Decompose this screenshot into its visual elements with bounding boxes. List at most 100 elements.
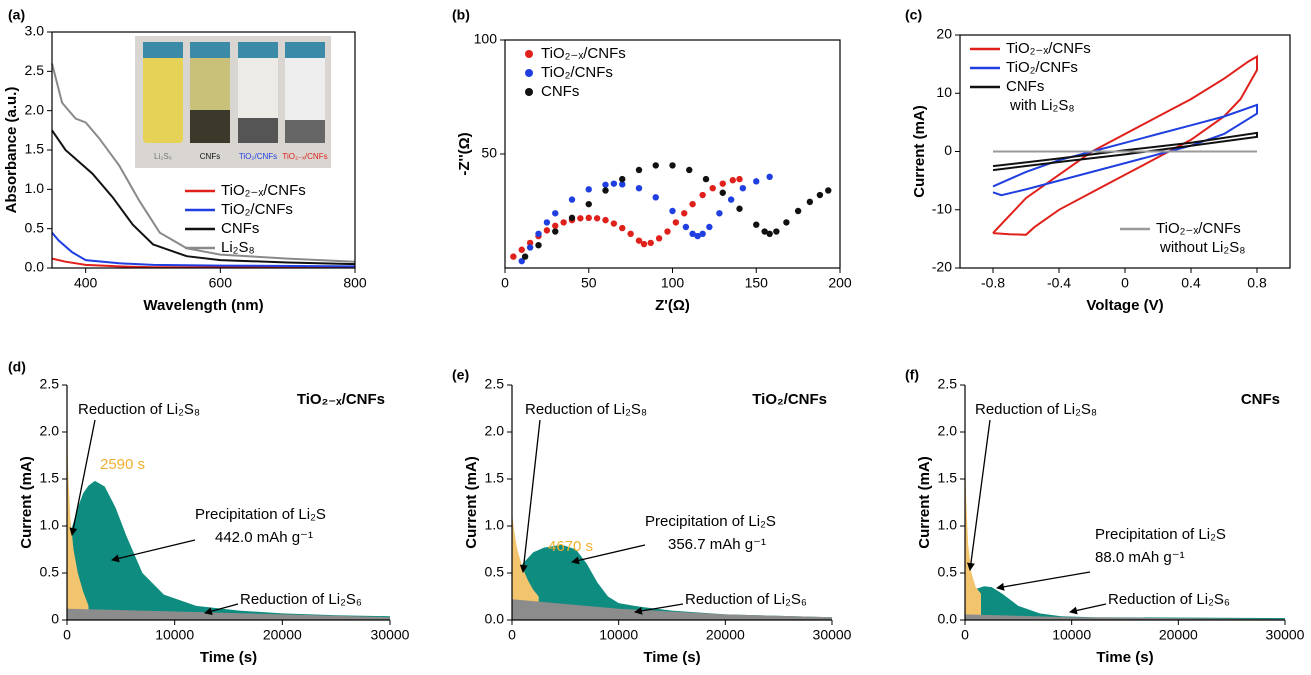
legend-swatch — [525, 88, 533, 96]
point — [709, 185, 716, 192]
point — [635, 237, 643, 244]
x-tick-label: 30000 — [371, 627, 410, 643]
x-tick-label: 30000 — [1266, 627, 1305, 643]
point — [635, 166, 643, 174]
point — [664, 228, 671, 235]
y-tick-label: 0.5 — [25, 219, 45, 235]
annotation: Reduction of Li₂S₆ — [685, 591, 807, 608]
x-tick-label: 0 — [508, 627, 516, 643]
inset-label: Li₂S₆ — [154, 152, 172, 161]
point — [727, 196, 735, 203]
point — [602, 187, 609, 194]
legend-label: TiO₂/CNFs — [1006, 59, 1078, 76]
y-tick-label: 0 — [51, 611, 59, 627]
legend-label: CNFs — [541, 83, 579, 100]
axes — [964, 385, 1285, 621]
x-axis-label: Z'(Ω) — [655, 297, 690, 314]
vial — [143, 55, 183, 143]
annotation: Reduction of Li₂S₆ — [240, 591, 362, 608]
y-tick-label: 2.0 — [485, 423, 505, 439]
point — [619, 181, 626, 188]
plot-frame — [959, 34, 1291, 269]
point — [702, 175, 710, 183]
x-tick-label: 20000 — [1159, 627, 1198, 643]
x-axis-label: Time (s) — [643, 649, 700, 666]
point — [766, 173, 773, 180]
line — [51, 231, 356, 268]
line — [51, 129, 356, 266]
point — [753, 221, 760, 228]
point — [736, 175, 743, 183]
x-tick-label: 50 — [581, 275, 597, 291]
point — [686, 166, 693, 174]
vial-cap — [143, 42, 183, 58]
annotation: Reduction of Li₂S₈ — [525, 401, 647, 418]
point — [627, 230, 634, 237]
arrow — [966, 419, 991, 571]
y-tick-label: 0.0 — [938, 611, 958, 627]
vial-sediment — [190, 110, 230, 143]
y-tick-label: 1.5 — [938, 470, 958, 486]
point — [535, 242, 542, 249]
y-tick-label: 1.5 — [40, 470, 60, 486]
y-axis-label: Current (mA) — [911, 105, 928, 198]
x-tick-label: 10000 — [599, 627, 638, 643]
area — [67, 608, 390, 620]
y-tick-label: 1.0 — [40, 517, 60, 533]
panel-label: (c) — [905, 7, 922, 23]
point — [806, 198, 814, 206]
point — [794, 207, 802, 215]
annotation: Precipitation of Li₂S — [645, 513, 776, 530]
y-axis-label: Current (mA) — [463, 456, 480, 549]
point — [526, 239, 534, 247]
arrow — [519, 419, 541, 573]
y-tick-label: 100 — [474, 31, 498, 47]
point — [753, 178, 760, 185]
y-tick-label: 0.0 — [25, 259, 45, 275]
point — [610, 220, 618, 227]
point — [652, 162, 659, 169]
y-tick-label: 0.5 — [938, 564, 958, 580]
y-tick-label: 0.5 — [40, 564, 60, 580]
area — [512, 544, 832, 620]
x-tick-label: 10000 — [155, 627, 194, 643]
point — [593, 215, 601, 222]
inset-label: TiO₂₋ₓ/CNFs — [282, 152, 327, 161]
legend-label: CNFs — [221, 220, 259, 237]
y-tick-label: -20 — [932, 259, 952, 275]
x-tick-label: 0 — [1121, 275, 1129, 291]
point — [689, 200, 696, 208]
panel-label: (d) — [8, 359, 26, 375]
legend-label: TiO₂₋ₓ/CNFs — [1006, 40, 1091, 57]
x-tick-label: 0 — [501, 275, 509, 291]
point — [552, 222, 559, 230]
y-tick-label: 2.5 — [938, 376, 958, 392]
point — [568, 196, 576, 203]
arrow — [69, 419, 96, 536]
point — [568, 214, 576, 222]
arrow — [204, 603, 239, 616]
x-tick-label: 0 — [961, 627, 969, 643]
point — [518, 246, 525, 253]
legend-swatch — [525, 69, 533, 77]
x-axis-label: Time (s) — [1096, 649, 1153, 666]
legend-label: TiO₂/CNFs — [541, 64, 613, 81]
point — [543, 227, 551, 234]
legend-label: TiO₂₋ₓ/CNFs — [1156, 220, 1241, 237]
x-axis-label: Wavelength (nm) — [143, 297, 263, 314]
plot-frame — [504, 39, 841, 269]
vial-sediment — [285, 120, 325, 143]
panel-label: (b) — [452, 7, 470, 23]
annotation: Reduction of Li₂S₈ — [975, 401, 1097, 418]
y-tick-label: 1.5 — [25, 141, 45, 157]
legend-label: CNFs — [1006, 78, 1044, 95]
point — [647, 239, 654, 247]
area — [512, 511, 539, 620]
point — [761, 228, 768, 235]
x-tick-label: 400 — [74, 275, 98, 291]
y-tick-label: 1.0 — [938, 517, 958, 533]
y-tick-label: 2.0 — [938, 423, 958, 439]
x-tick-label: 0.4 — [1181, 275, 1201, 291]
y-tick-label: 1.0 — [25, 180, 45, 196]
